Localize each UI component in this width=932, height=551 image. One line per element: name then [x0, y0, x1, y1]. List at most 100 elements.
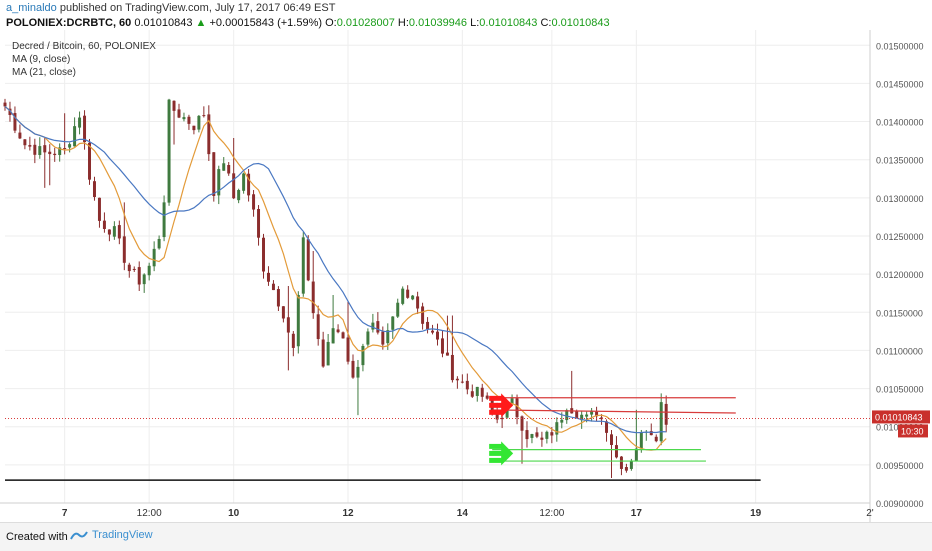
candle-body [605, 421, 608, 433]
y-tick-label: 0.00900000 [876, 499, 924, 509]
candle-body [192, 126, 195, 130]
candle-body [108, 229, 111, 234]
candle-body [416, 296, 419, 308]
tradingview-brand-link[interactable]: TradingView [70, 529, 153, 541]
candle-body [332, 328, 335, 343]
y-tick-label: 0.01300000 [876, 194, 924, 204]
candle-body [4, 103, 7, 107]
candle-body [366, 331, 369, 344]
candle-body [153, 249, 156, 266]
price-chart[interactable]: 0.01500000 0.01450000 0.01400000 0.01350000… [0, 30, 932, 522]
candle-body [376, 321, 379, 332]
high-label: H: [398, 17, 409, 29]
y-tick-label: 0.01150000 [876, 308, 923, 318]
y-tick-label: 0.01450000 [876, 79, 924, 89]
y-tick-label: 0.01100000 [876, 346, 923, 356]
candle-body [585, 415, 588, 417]
candle-body [615, 445, 618, 457]
candle-body [287, 317, 290, 332]
candle-body [222, 163, 225, 170]
candle-body [630, 461, 633, 469]
candle-body [182, 117, 185, 119]
candle-body [277, 289, 280, 306]
open-label: O: [325, 17, 337, 29]
candle-body [242, 174, 245, 191]
y-tick-label: 0.01050000 [876, 385, 924, 395]
legend-ma21[interactable]: MA (21, close) [12, 66, 156, 79]
legend-title: Decred / Bitcoin, 60, POLONIEX [12, 40, 156, 53]
candle-body [317, 314, 320, 339]
candle-body [173, 101, 176, 111]
candle-body [486, 396, 489, 399]
candle-body [451, 355, 454, 380]
candle-body [128, 265, 131, 271]
y-tick-label: 0.01200000 [876, 270, 924, 280]
candle-body [292, 334, 295, 348]
candle-body [118, 225, 121, 238]
candle-body [635, 449, 638, 461]
publish-info: a_minaldo published on TradingView.com, … [6, 2, 335, 14]
author-link[interactable]: a_minaldo [6, 2, 57, 14]
candle-body [307, 239, 310, 280]
candle-body [421, 306, 424, 323]
tradingview-logo-icon [70, 530, 88, 540]
high-value: 0.01039946 [409, 17, 467, 29]
candle-body [456, 379, 459, 381]
symbol-label: POLONIEX:DCRBTC, 60 [6, 17, 131, 29]
candle-body [481, 388, 484, 397]
candle-body [297, 295, 300, 346]
candle-body [88, 143, 91, 180]
candle-body [660, 402, 663, 441]
candle-body [625, 467, 628, 471]
candle-body [43, 145, 46, 152]
candle-body [257, 209, 260, 238]
candle-body [48, 152, 51, 154]
candle-body [53, 154, 56, 155]
chart-area[interactable]: 0.01500000 0.01450000 0.01400000 0.01350000… [0, 30, 932, 522]
x-tick-label: 12:00 [539, 508, 564, 519]
candle-body [347, 337, 350, 361]
candle-body [227, 165, 230, 173]
candle-body [272, 284, 275, 290]
candle-body [252, 194, 255, 209]
candle-body [202, 115, 205, 116]
close-label: C: [540, 17, 551, 29]
change-up-icon: ▲ [196, 17, 207, 29]
x-tick-label: 19 [750, 508, 762, 519]
countdown-label: 10:30 [901, 426, 924, 436]
candle-body [655, 437, 658, 441]
candle-body [337, 329, 340, 332]
candle-body [282, 306, 285, 318]
candle-body [178, 109, 181, 117]
chart-legend: Decred / Bitcoin, 60, POLONIEX MA (9, cl… [12, 40, 156, 79]
candle-body [83, 116, 86, 142]
change-value: +0.00015843 (+1.59%) [210, 17, 323, 29]
legend-ma9[interactable]: MA (9, close) [12, 53, 156, 66]
candle-body [28, 145, 31, 147]
candle-body [610, 434, 613, 445]
green-arrow-icon [489, 441, 513, 465]
candle-body [361, 346, 364, 365]
ma21-line [5, 106, 666, 432]
candle-body [620, 457, 623, 469]
candle-body [123, 236, 126, 262]
candle-body [302, 237, 305, 293]
candle-body [406, 290, 409, 298]
candle-body [63, 148, 66, 149]
candle-body [68, 144, 71, 147]
candle-body [322, 340, 325, 367]
candle-body [262, 238, 265, 272]
red-trend-line [492, 410, 736, 413]
candle-body [138, 267, 141, 284]
y-tick-label: 0.01500000 [876, 41, 924, 51]
last-price-label: 0.01010843 [875, 412, 923, 422]
candle-body [168, 100, 171, 203]
candle-body [471, 391, 474, 397]
candle-body [555, 422, 558, 434]
low-label: L: [470, 17, 479, 29]
candle-body [351, 361, 354, 378]
candle-body [396, 303, 399, 317]
y-tick-label: 0.01250000 [876, 232, 924, 242]
candle-body [356, 367, 359, 378]
candle-body [540, 438, 543, 440]
